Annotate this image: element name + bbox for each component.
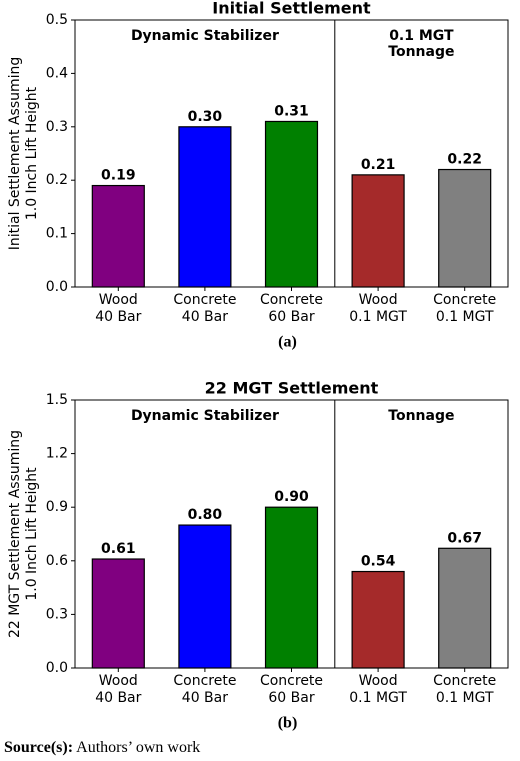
- bar: [178, 126, 232, 288]
- x-tick-label: 40 Bar: [95, 309, 141, 325]
- bar: [438, 547, 492, 669]
- y-tick-label: 0.4: [46, 65, 68, 81]
- value-label: 0.21: [361, 157, 396, 173]
- bar: [91, 184, 145, 288]
- y-tick-label: 0.2: [46, 172, 68, 188]
- y-tick-label: 0.0: [46, 279, 68, 295]
- y-tick-label: 0.6: [46, 553, 68, 569]
- x-tick-label: 40 Bar: [182, 690, 228, 706]
- x-tick-label: 0.1 MGT: [349, 690, 407, 706]
- value-label: 0.61: [101, 541, 136, 557]
- value-label: 0.80: [188, 507, 223, 523]
- source-line: Source(s): Authors’ own work: [4, 739, 200, 756]
- y-axis-label: 22 MGT Settlement Assuming: [7, 430, 23, 638]
- x-tick-label: 0.1 MGT: [436, 309, 494, 325]
- bar: [351, 570, 405, 669]
- bar: [438, 168, 492, 288]
- y-axis-label: 1.0 Inch Lift Height: [24, 467, 40, 601]
- value-label: 0.31: [274, 103, 309, 119]
- value-label: 0.19: [101, 168, 136, 184]
- x-tick-label: 40 Bar: [182, 309, 228, 325]
- bar: [264, 506, 319, 669]
- x-tick-label: Concrete: [433, 673, 496, 689]
- x-tick-label: Concrete: [433, 292, 496, 308]
- plot-frame: [74, 399, 509, 669]
- x-tick-label: Wood: [99, 673, 138, 689]
- group-label: Tonnage: [388, 44, 454, 60]
- chart-title: 22 MGT Settlement: [205, 379, 379, 398]
- x-tick-label: Concrete: [260, 292, 323, 308]
- bar: [178, 524, 232, 669]
- x-tick-label: 40 Bar: [95, 690, 141, 706]
- group-label: Tonnage: [388, 408, 454, 424]
- source-label: Source(s):: [4, 739, 73, 756]
- y-tick-label: 0.3: [46, 606, 68, 622]
- value-label: 0.30: [188, 109, 223, 125]
- value-label: 0.90: [274, 489, 309, 505]
- x-tick-label: Concrete: [173, 673, 236, 689]
- x-tick-label: Wood: [359, 292, 398, 308]
- x-tick-label: 0.1 MGT: [349, 309, 407, 325]
- group-label: Dynamic Stabilizer: [131, 28, 279, 44]
- x-tick-label: 60 Bar: [268, 309, 314, 325]
- x-tick-label: Wood: [99, 292, 138, 308]
- x-tick-label: Wood: [359, 673, 398, 689]
- y-tick-label: 1.5: [46, 392, 68, 408]
- y-tick-label: 0.1: [46, 226, 68, 242]
- y-tick-label: 0.3: [46, 119, 68, 135]
- y-tick-label: 0.5: [46, 12, 68, 28]
- caption: (a): [278, 334, 297, 351]
- x-tick-label: Concrete: [260, 673, 323, 689]
- x-tick-label: Concrete: [173, 292, 236, 308]
- x-tick-label: 0.1 MGT: [436, 690, 494, 706]
- y-axis-label: Initial Settlement Assuming: [7, 57, 23, 251]
- group-label: 0.1 MGT: [389, 28, 454, 44]
- chart-title: Initial Settlement: [212, 0, 371, 18]
- value-label: 0.67: [447, 530, 482, 546]
- group-label: Dynamic Stabilizer: [131, 408, 279, 424]
- y-tick-label: 0.0: [46, 660, 68, 676]
- caption: (b): [278, 715, 298, 732]
- value-label: 0.54: [361, 554, 396, 570]
- y-tick-label: 0.9: [46, 499, 68, 515]
- y-tick-label: 1.2: [46, 446, 68, 462]
- x-tick-label: 60 Bar: [268, 690, 314, 706]
- bar: [351, 174, 405, 288]
- plot-frame: [74, 19, 509, 288]
- value-label: 0.22: [447, 152, 482, 168]
- bar: [91, 558, 145, 669]
- y-axis-label: 1.0 Inch Lift Height: [24, 86, 40, 220]
- bar: [264, 120, 319, 288]
- source-text: Authors’ own work: [76, 739, 200, 756]
